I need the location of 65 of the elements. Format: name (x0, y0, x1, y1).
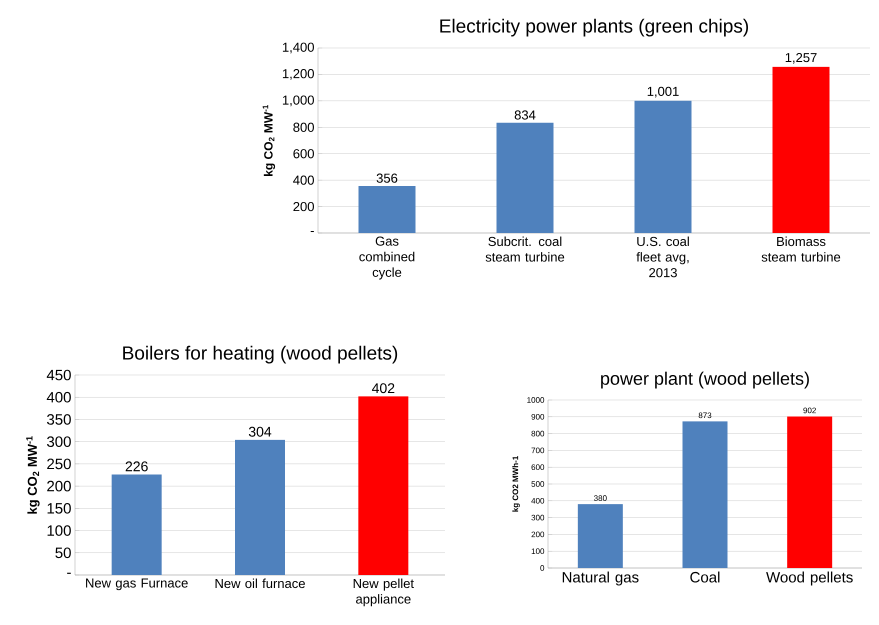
y-tick-label: 200 (532, 532, 544, 538)
chart-title: Electricity power plants (green chips) (440, 18, 748, 36)
y-tick-label: 50 (55, 547, 71, 558)
y-axis-title: kg CO$_{2}$ MW$^{-1}$ (262, 104, 276, 176)
y-tick-label: - (67, 572, 71, 574)
x-tick-label: New pellet appliance (354, 578, 414, 606)
bar (358, 186, 416, 233)
x-tick-label: Biomass steam turbine (762, 236, 840, 262)
y-tick-label: 700 (532, 448, 544, 454)
bar (235, 440, 285, 575)
y-tick-label: 200 (293, 202, 314, 212)
y-tick-label: 0 (540, 565, 544, 571)
y-tick-label: 600 (293, 149, 314, 158)
data-label: 304 (248, 426, 272, 437)
y-tick-label: 600 (532, 464, 544, 470)
y-tick-label: 100 (48, 525, 71, 536)
y-axis-title: kg CO$_{2}$ MW$^{-1}$ (26, 436, 40, 514)
y-tick-label: 100 (532, 548, 544, 554)
x-tick-label: Coal (690, 572, 720, 583)
data-label: 226 (126, 461, 148, 472)
y-tick-label: 800 (293, 122, 314, 132)
bar (112, 474, 162, 575)
data-label: 1,257 (786, 52, 817, 64)
chart-title: Boilers for heating (wood pellets) (123, 346, 398, 364)
y-tick-label: 250 (47, 458, 71, 470)
bar (578, 504, 623, 568)
x-tick-label: Subcrit. coal steam turbine (486, 236, 564, 262)
x-tick-label: New oil furnace (216, 578, 305, 588)
y-tick-label: 1,000 (282, 95, 314, 106)
data-label: 356 (376, 174, 398, 183)
y-tick-label: 150 (48, 503, 71, 514)
bar (682, 421, 728, 568)
bar (634, 100, 692, 233)
data-label: 402 (372, 383, 394, 394)
y-tick-label: 300 (47, 436, 71, 447)
y-axis-title: kg CO2 MWh-1 (512, 456, 520, 512)
y-tick-label: 350 (47, 414, 71, 425)
y-tick-label: 500 (531, 481, 544, 487)
y-tick-label: 400 (293, 176, 314, 185)
y-tick-label: 1,400 (282, 42, 314, 54)
x-tick-label: Wood pellets (766, 572, 853, 586)
chart-title: power plant (wood pellets) (601, 372, 809, 388)
data-label: 902 (803, 408, 816, 414)
y-tick-label: 400 (531, 498, 544, 504)
data-label: 834 (514, 110, 536, 120)
x-tick-label: U.S. coal fleet avg, 2013 (636, 236, 689, 278)
bar (496, 122, 554, 233)
y-tick-label: 400 (46, 392, 71, 403)
y-tick-label: 300 (531, 514, 544, 520)
bar (772, 66, 830, 233)
y-tick-label: 800 (531, 430, 544, 436)
y-tick-label: 450 (46, 370, 71, 380)
x-tick-label: Natural gas (562, 572, 639, 586)
bar (358, 396, 408, 575)
y-tick-label: 200 (47, 480, 71, 492)
y-tick-label: 1000 (527, 397, 544, 403)
y-tick-label: 900 (532, 414, 544, 420)
data-label: 380 (594, 495, 607, 501)
x-tick-label: New gas Furnace (86, 578, 188, 590)
bar (787, 416, 832, 568)
data-label: 873 (698, 412, 712, 418)
y-tick-label: 1,200 (282, 69, 314, 80)
y-tick-label: - (310, 231, 314, 232)
x-tick-label: Gas combined cycle (359, 236, 414, 280)
data-label: 1,001 (648, 86, 679, 98)
